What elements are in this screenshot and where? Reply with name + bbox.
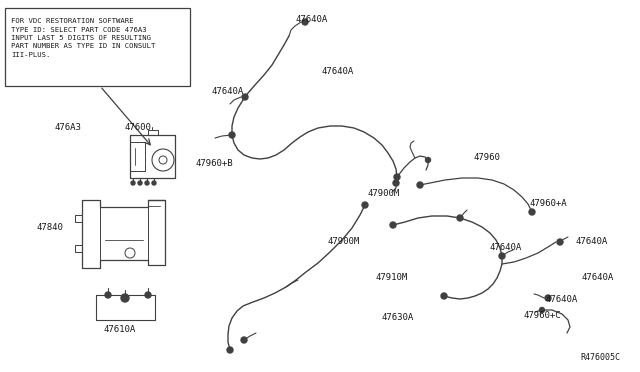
Circle shape (241, 337, 247, 343)
Circle shape (105, 292, 111, 298)
Circle shape (540, 308, 545, 312)
Text: 47640A: 47640A (212, 87, 244, 96)
Text: 47640A: 47640A (490, 244, 522, 253)
Circle shape (417, 182, 423, 188)
Circle shape (499, 253, 505, 259)
Text: 47600: 47600 (125, 124, 152, 132)
Text: 47640A: 47640A (322, 67, 355, 77)
Circle shape (227, 347, 233, 353)
Text: 47840: 47840 (36, 224, 63, 232)
Circle shape (145, 181, 149, 185)
Text: 47640A: 47640A (546, 295, 579, 305)
Bar (5, 8, 190, 86)
Circle shape (138, 181, 142, 185)
Circle shape (394, 174, 400, 180)
Text: 47640A: 47640A (582, 273, 614, 282)
Circle shape (426, 157, 431, 163)
Circle shape (362, 202, 368, 208)
Circle shape (441, 293, 447, 299)
Circle shape (390, 222, 396, 228)
Text: 47640A: 47640A (576, 237, 608, 247)
Circle shape (457, 215, 463, 221)
Text: 47910M: 47910M (376, 273, 408, 282)
Text: FOR VDC RESTORATION SOFTWARE
TYPE ID: SELECT PART CODE 476A3
INPUT LAST 5 DIGITS: FOR VDC RESTORATION SOFTWARE TYPE ID: SE… (11, 18, 156, 58)
Circle shape (302, 19, 308, 25)
Text: R476005C: R476005C (580, 353, 620, 362)
Circle shape (557, 239, 563, 245)
Text: 47900M: 47900M (328, 237, 360, 247)
Circle shape (131, 181, 135, 185)
Text: 47900M: 47900M (367, 189, 399, 198)
Circle shape (121, 294, 129, 302)
Circle shape (545, 295, 551, 301)
Circle shape (229, 132, 235, 138)
Text: 47960+C: 47960+C (524, 311, 562, 321)
Text: 476A3: 476A3 (54, 124, 81, 132)
Circle shape (145, 292, 151, 298)
Text: 47960+A: 47960+A (530, 199, 568, 208)
Text: 47640A: 47640A (295, 16, 327, 25)
Text: 47960: 47960 (474, 153, 501, 161)
Circle shape (529, 209, 535, 215)
Circle shape (152, 181, 156, 185)
Text: 47630A: 47630A (382, 314, 414, 323)
Text: 47610A: 47610A (104, 326, 136, 334)
Circle shape (393, 180, 399, 186)
Text: 47960+B: 47960+B (195, 158, 233, 167)
Circle shape (242, 94, 248, 100)
